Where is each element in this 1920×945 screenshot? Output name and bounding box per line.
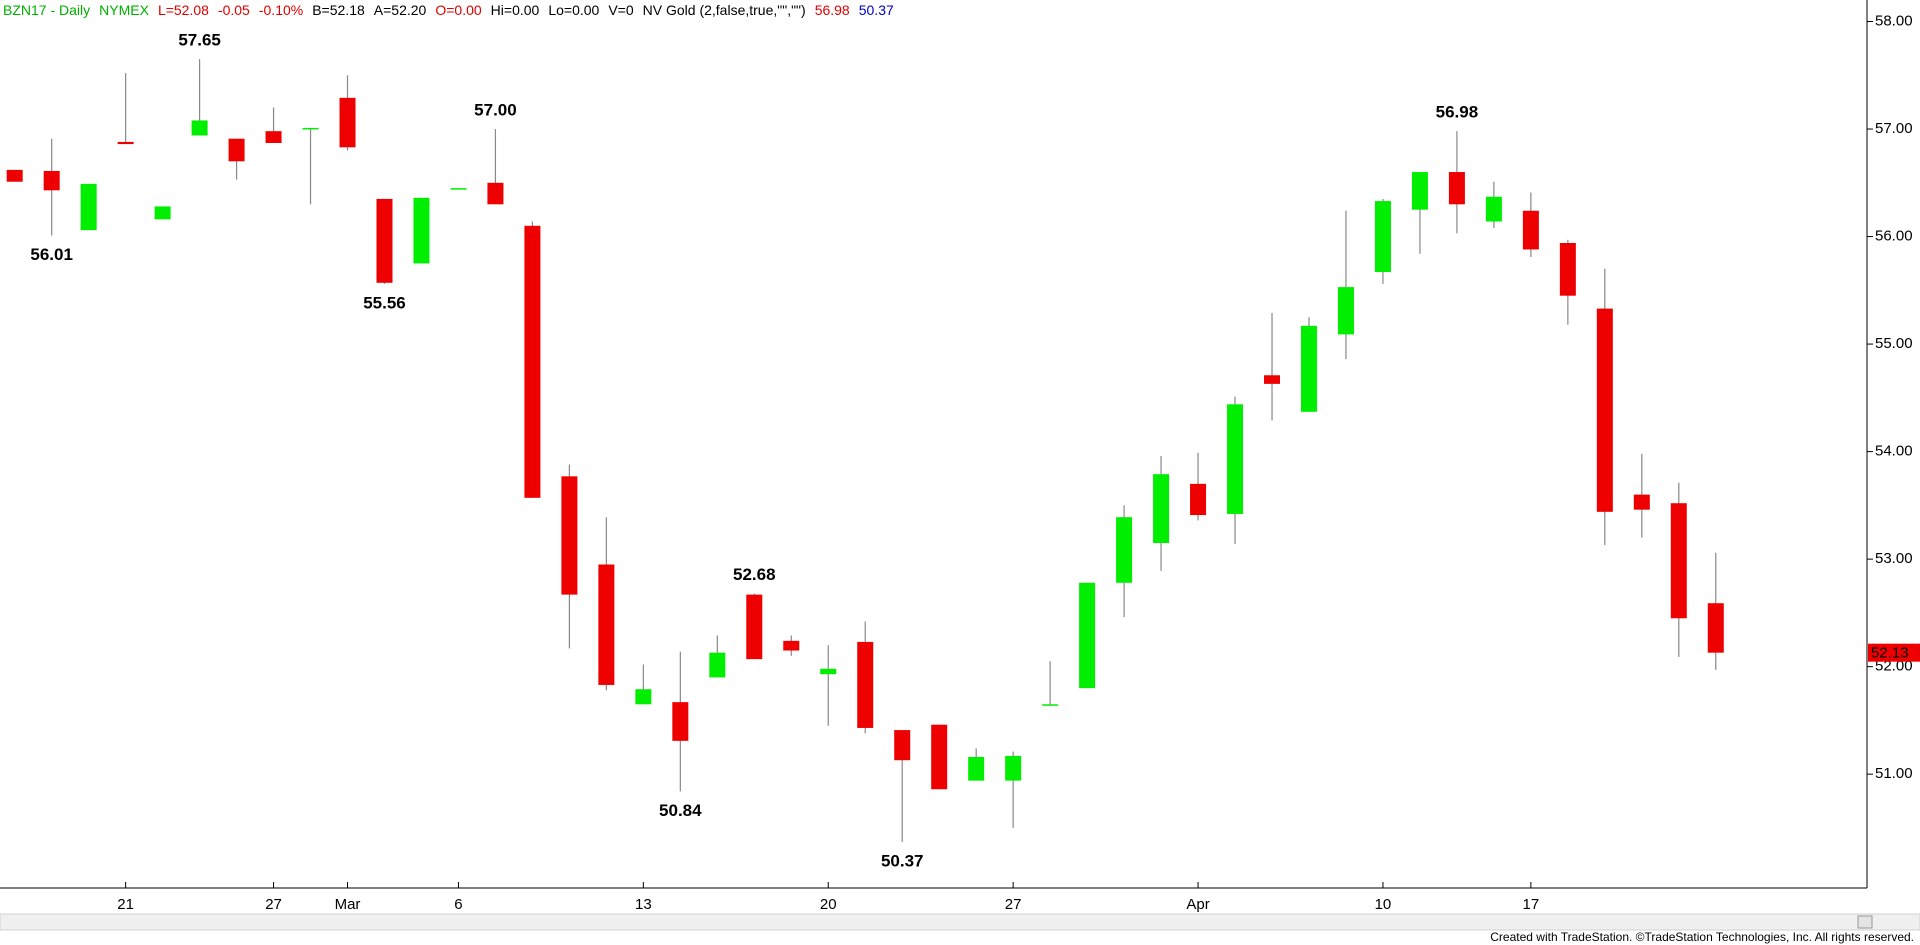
low-label: 56.01	[30, 245, 73, 264]
y-tick-label: 52.00	[1875, 658, 1913, 675]
candle-body	[1633, 494, 1650, 510]
candle-body	[1522, 210, 1539, 250]
candle-body	[265, 131, 282, 144]
candle-body	[894, 730, 911, 761]
x-tick-label: 13	[635, 896, 652, 913]
high-label: 57.65	[178, 31, 221, 50]
candle-body	[154, 206, 171, 220]
candle-body	[80, 183, 97, 231]
candle-body	[1153, 474, 1170, 543]
footer: Created with TradeStation. ©TradeStation…	[1490, 930, 1914, 944]
candle-body	[1337, 287, 1354, 335]
candle-body	[820, 668, 837, 675]
candle-body	[413, 197, 430, 264]
x-tick-label: Mar	[335, 896, 361, 913]
y-tick-label: 54.00	[1875, 443, 1913, 460]
x-tick-label: 10	[1375, 896, 1392, 913]
candle-body	[376, 198, 393, 283]
header-field: L=52.08	[157, 2, 209, 18]
last-price-box	[1868, 643, 1920, 662]
candle-body	[746, 594, 763, 660]
header-field: -0.05	[217, 2, 250, 18]
header-field: B=52.18	[312, 2, 365, 18]
candle-body	[1596, 308, 1613, 512]
candle-body	[524, 225, 541, 498]
candle-body	[6, 169, 23, 182]
x-tick-label: 6	[454, 896, 462, 913]
y-tick-label: 56.00	[1875, 228, 1913, 245]
header-field: V=0	[608, 2, 634, 18]
candle-body	[1670, 503, 1687, 619]
candle-body	[228, 138, 245, 162]
y-tick-label: 55.00	[1875, 335, 1913, 352]
header-field: 50.37	[858, 2, 894, 18]
x-tick-label: 27	[265, 896, 282, 913]
x-tick-label: 21	[117, 896, 134, 913]
y-tick-label: 53.00	[1875, 550, 1913, 567]
candle-body	[635, 689, 652, 705]
candle-body	[709, 652, 726, 678]
candle-body	[561, 476, 578, 595]
candle-body	[450, 188, 467, 190]
low-label: 55.56	[363, 293, 406, 312]
candle-body	[1707, 603, 1724, 653]
x-tick-label: 17	[1523, 896, 1540, 913]
candle-body	[117, 141, 134, 145]
header-field: BZN17 - Daily	[3, 2, 91, 18]
candle-body	[783, 640, 800, 651]
candle-body	[339, 97, 356, 148]
candle-body	[1227, 404, 1244, 514]
candle-body	[931, 724, 948, 790]
candle-body	[1042, 704, 1059, 706]
candle-body	[1264, 375, 1281, 384]
candle-body	[1448, 172, 1465, 205]
candle-body	[1005, 755, 1022, 781]
candle-body	[1190, 483, 1207, 516]
header-field: -0.10%	[258, 2, 304, 18]
candle-body	[598, 564, 615, 685]
high-label: 56.98	[1436, 103, 1479, 122]
header-field: NYMEX	[99, 2, 149, 18]
candle-body	[487, 182, 504, 205]
candle-body	[43, 170, 60, 191]
header-field: Lo=0.00	[548, 2, 600, 18]
low-label: 50.84	[659, 801, 702, 820]
header-field: O=0.00	[435, 2, 482, 18]
header: BZN17 - Daily NYMEX L=52.08 -0.05 -0.10% B=52…	[3, 2, 894, 18]
candle-body	[1374, 201, 1391, 273]
candle-body	[857, 641, 874, 728]
candle-body	[1300, 325, 1317, 412]
candle-body	[1411, 172, 1428, 210]
low-label: 50.37	[881, 851, 924, 870]
candle-body	[302, 127, 319, 130]
candle-body	[968, 756, 985, 781]
x-tick-label: Apr	[1186, 896, 1209, 913]
header-field: A=52.20	[373, 2, 427, 18]
last-price-label: 52.13	[1871, 645, 1909, 662]
header-field: Hi=0.00	[490, 2, 540, 18]
high-label: 52.68	[733, 565, 776, 584]
x-tick-label: 20	[820, 896, 837, 913]
high-label: 57.00	[474, 101, 517, 120]
candle-body	[672, 702, 689, 741]
scrollbar[interactable]	[0, 913, 1920, 931]
y-tick-label: 51.00	[1875, 765, 1913, 782]
candle-body	[1116, 517, 1133, 583]
x-tick-label: 27	[1005, 896, 1022, 913]
y-tick-label: 57.00	[1875, 120, 1913, 137]
header-field: NV Gold (2,false,true,"","")	[642, 2, 806, 18]
candle-body	[1079, 582, 1096, 689]
candle-body	[191, 120, 208, 136]
header-field: 56.98	[814, 2, 850, 18]
candle-body	[1485, 196, 1502, 222]
y-tick-label: 58.00	[1875, 12, 1913, 29]
candle-body	[1559, 243, 1576, 296]
scrollbar-thumb[interactable]	[1857, 915, 1873, 929]
